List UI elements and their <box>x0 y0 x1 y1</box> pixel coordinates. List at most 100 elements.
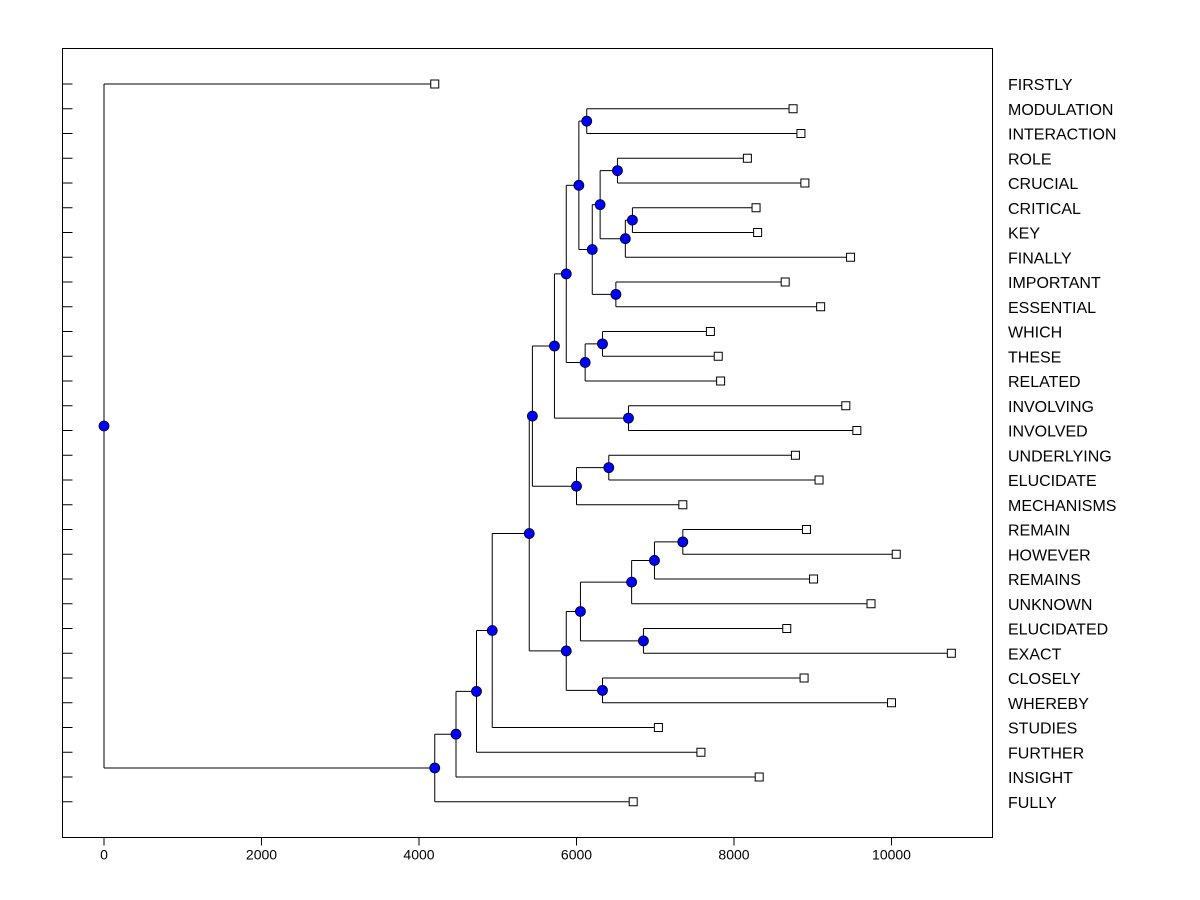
merge-node-n9 <box>597 338 608 350</box>
leaf-label-further: FURTHER <box>1008 745 1084 762</box>
merge-node-n15 <box>571 480 582 492</box>
leaf-marker-involving <box>841 401 851 411</box>
merge-node-n16 <box>527 410 538 422</box>
leaf-marker-these <box>713 351 723 361</box>
leaf-marker-modulation <box>788 104 798 114</box>
leaf-label-exact: EXACT <box>1008 646 1062 663</box>
leaf-label-interaction: INTERACTION <box>1008 127 1116 144</box>
leaf-label-insight: INSIGHT <box>1008 770 1073 787</box>
leaf-marker-remain <box>801 525 811 534</box>
leaf-marker-fully <box>628 797 638 807</box>
merge-node-n27 <box>450 728 462 740</box>
y-axis-ticks <box>62 83 73 803</box>
leaf-labels: FIRSTLY MODULATION INTERACTION ROLE CRUCIAL C… <box>1008 77 1116 812</box>
leaf-marker-whereby <box>887 698 896 708</box>
leaf-label-firstly: FIRSTLY <box>1008 77 1073 94</box>
x-axis: 0 2000 4000 6000 8000 10000 <box>100 837 911 863</box>
leaf-marker-elucidate <box>814 475 824 485</box>
merge-node-n13 <box>549 340 560 352</box>
leaf-marker-unknown <box>866 599 876 609</box>
leaf-label-elucidate: ELUCIDATE <box>1008 473 1097 490</box>
merge-node-n7 <box>586 244 598 255</box>
x-tick-label: 4000 <box>403 847 434 863</box>
leaf-label-remain: REMAIN <box>1008 523 1070 540</box>
leaf-marker-studies <box>653 723 663 732</box>
merge-node-n21 <box>575 606 586 617</box>
leaf-markers <box>430 79 956 807</box>
merge-node-n23 <box>560 645 572 657</box>
leaf-label-essential: ESSENTIAL <box>1008 300 1096 317</box>
merge-node-n18 <box>649 555 660 566</box>
merge-node-n5 <box>594 199 606 211</box>
leaf-marker-interaction <box>796 129 806 138</box>
leaf-label-related: RELATED <box>1008 374 1081 391</box>
merge-node-n17 <box>677 536 689 548</box>
leaf-label-key: KEY <box>1008 226 1040 243</box>
merge-node-n14 <box>603 462 615 474</box>
x-tick-label: 0 <box>100 847 108 863</box>
merge-node-n20 <box>638 635 649 647</box>
merge-node-n26 <box>471 685 482 697</box>
leaf-marker-however <box>891 549 901 559</box>
merge-node-n22 <box>597 684 608 696</box>
x-tick-label: 2000 <box>246 847 277 863</box>
leaf-marker-firstly <box>430 79 440 89</box>
leaf-label-these: THESE <box>1008 349 1061 366</box>
x-tick-label: 10000 <box>872 847 911 863</box>
leaf-marker-related <box>716 376 726 386</box>
merge-node-n1 <box>581 115 593 127</box>
leaf-marker-which <box>705 327 715 336</box>
leaf-marker-exact <box>946 648 956 658</box>
leaf-label-whereby: WHEREBY <box>1008 696 1089 713</box>
merge-node-n11 <box>560 268 572 280</box>
leaf-label-unknown: UNKNOWN <box>1008 597 1092 614</box>
x-tick-label: 8000 <box>718 847 749 863</box>
leaf-label-modulation: MODULATION <box>1008 102 1113 119</box>
leaf-label-involved: INVOLVED <box>1008 424 1088 441</box>
merge-node-n29 <box>98 420 110 432</box>
leaf-marker-insight <box>754 772 764 782</box>
leaf-marker-key <box>753 228 763 237</box>
leaf-label-role: ROLE <box>1008 151 1052 168</box>
leaf-marker-remains <box>809 574 819 584</box>
leaf-marker-crucial <box>800 178 810 188</box>
merge-node-n10 <box>579 357 591 368</box>
leaf-marker-further <box>696 747 706 757</box>
leaf-marker-elucidated <box>782 624 792 633</box>
merge-node-n4 <box>619 233 631 245</box>
merge-node-n3 <box>627 214 638 226</box>
leaf-marker-mechanisms <box>678 500 688 510</box>
leaf-label-underlying: UNDERLYING <box>1008 448 1112 465</box>
dendrogram-edges <box>103 83 952 803</box>
merge-node-n2 <box>612 165 623 177</box>
merge-nodes <box>98 115 689 774</box>
leaf-label-which: WHICH <box>1008 325 1062 342</box>
merge-node-n25 <box>486 625 498 636</box>
leaf-label-studies: STUDIES <box>1008 721 1077 738</box>
leaf-label-remains: REMAINS <box>1008 572 1081 589</box>
leaf-marker-involved <box>852 426 862 435</box>
leaf-label-involving: INVOLVING <box>1008 399 1094 416</box>
leaf-label-closely: CLOSELY <box>1008 671 1081 688</box>
plot-frame <box>62 48 993 838</box>
leaf-label-important: IMPORTANT <box>1008 275 1101 292</box>
leaf-label-critical: CRITICAL <box>1008 201 1081 218</box>
leaf-marker-finally <box>846 252 856 262</box>
leaf-marker-underlying <box>790 450 800 460</box>
leaf-marker-critical <box>751 203 761 213</box>
x-tick-label: 6000 <box>561 847 592 863</box>
leaf-label-mechanisms: MECHANISMS <box>1008 498 1116 515</box>
leaf-label-elucidated: ELUCIDATED <box>1008 622 1108 639</box>
merge-node-n28 <box>429 762 441 774</box>
merge-node-n8 <box>573 179 585 191</box>
leaf-label-fully: FULLY <box>1008 795 1057 812</box>
merge-node-n6 <box>610 288 622 300</box>
merge-node-n24 <box>523 528 535 539</box>
leaf-marker-essential <box>816 302 826 312</box>
merge-node-n19 <box>626 576 638 588</box>
leaf-label-finally: FINALLY <box>1008 250 1072 267</box>
leaf-marker-important <box>780 277 790 287</box>
merge-node-n12 <box>623 412 634 424</box>
leaf-marker-role <box>742 153 752 163</box>
